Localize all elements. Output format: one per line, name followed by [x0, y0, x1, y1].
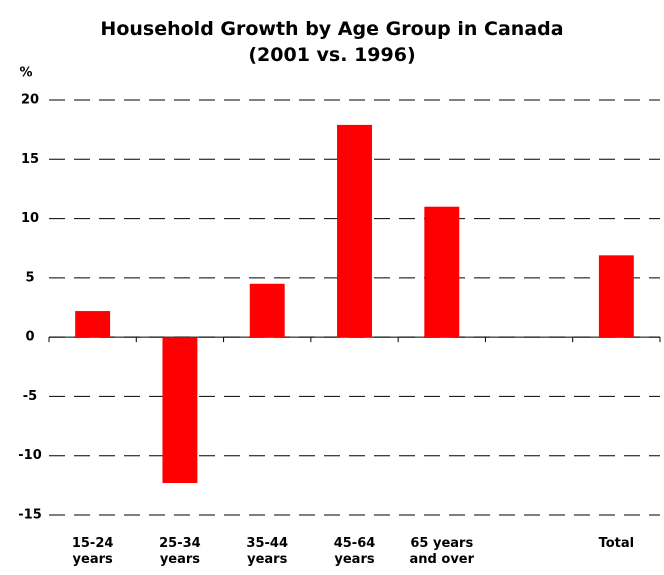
y-tick-label: -10 [18, 448, 42, 463]
y-tick-label: -15 [18, 508, 42, 523]
x-tick-label: 25-34 years [159, 536, 201, 567]
y-tick-label: 10 [21, 211, 39, 226]
y-axis-label: % [19, 66, 32, 81]
bar [75, 311, 111, 338]
y-tick-label: 5 [25, 270, 34, 285]
x-tick-label: Total [598, 536, 635, 551]
y-tick-label: 20 [21, 93, 39, 108]
bar [337, 124, 372, 338]
y-tick-label: 15 [21, 152, 39, 167]
chart-subtitle: (2001 vs. 1996) [248, 44, 416, 66]
x-tick-label: 65 years and over [409, 536, 475, 567]
bar [162, 337, 198, 483]
chart-title: Household Growth by Age Group in Canada [100, 18, 564, 40]
y-tick-label: -5 [23, 389, 37, 404]
x-tick-label: 45-64 years [333, 536, 376, 567]
x-tick-label: 35-44 years [246, 536, 288, 567]
bar [598, 255, 634, 338]
bar [249, 283, 285, 338]
y-tick-label: 0 [25, 330, 34, 345]
x-tick-label: 15-24 years [71, 536, 114, 567]
bar [424, 206, 460, 338]
